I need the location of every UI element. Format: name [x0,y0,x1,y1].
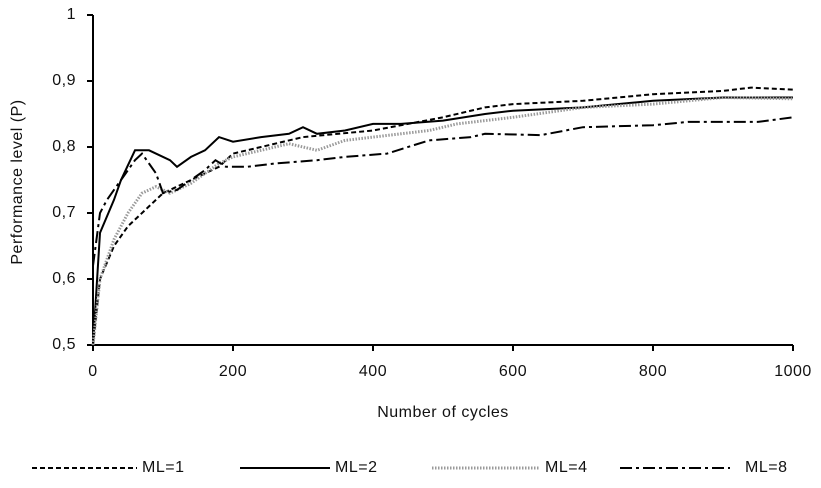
x-tick-label: 400 [359,363,387,380]
y-tick-label: 0,5 [52,336,76,353]
y-tick-label: 0,8 [52,138,76,155]
x-axis-title: Number of cycles [377,404,509,421]
series-line [92,96,793,346]
legend-label: ML=1 [142,459,184,476]
x-tick-label: 0 [88,363,97,380]
legend-label: ML=4 [545,459,587,476]
x-tick-label: 200 [219,363,247,380]
y-axis-title: Performance level (P) [9,99,26,264]
y-tick-label: 0,6 [52,270,76,287]
x-tick-label: 600 [499,363,527,380]
y-tick-label: 1 [67,6,76,23]
y-tick-label: 0,9 [52,72,76,89]
legend-label: ML=8 [745,459,787,476]
x-tick-label: 1000 [774,363,812,380]
y-tick-label: 0,7 [52,204,76,221]
series-line [92,86,794,346]
series-line [91,95,794,346]
legend-label: ML=2 [335,459,377,476]
x-tick-label: 800 [639,363,667,380]
series-line [92,116,794,266]
